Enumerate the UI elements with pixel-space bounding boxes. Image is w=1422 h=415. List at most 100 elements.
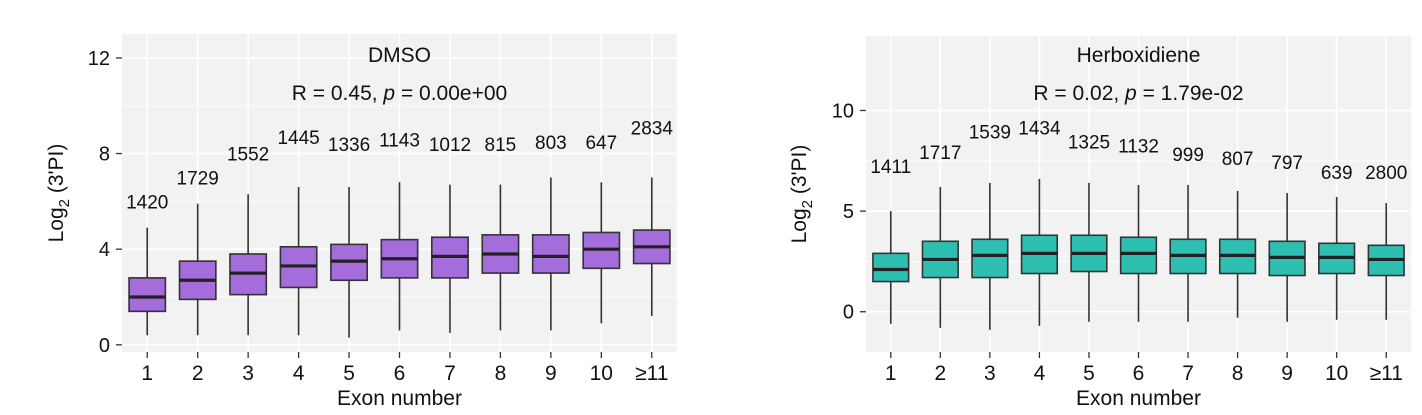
- count-label: 1434: [1018, 119, 1061, 140]
- x-tick-label: ≥11: [635, 362, 668, 385]
- count-label: 1132: [1118, 137, 1159, 158]
- count-label: 1411: [870, 157, 911, 178]
- x-tick-label: 5: [343, 362, 355, 385]
- box-5: [330, 187, 369, 338]
- count-label: 797: [1271, 153, 1303, 174]
- y-axis-label: Log2 (3'PI): [788, 145, 816, 244]
- box-9: [531, 177, 570, 331]
- count-label: 639: [1321, 163, 1353, 184]
- box-6: [380, 182, 419, 331]
- chart-subtitle: R = 0.02, p = 1.79e-02: [1033, 82, 1243, 105]
- x-tick-label: 7: [444, 362, 456, 385]
- box-2: [178, 203, 217, 336]
- box-10: [1318, 197, 1356, 320]
- count-label: 1717: [919, 143, 961, 164]
- x-tick-label: 3: [242, 362, 254, 385]
- y-tick-label: 10: [832, 100, 854, 122]
- box-3: [971, 182, 1009, 330]
- count-label: 1143: [379, 130, 420, 151]
- count-label: 2800: [1365, 163, 1407, 184]
- y-tick-label: 8: [99, 144, 110, 166]
- count-label: 1445: [277, 128, 319, 149]
- y-label-log: Log: [788, 208, 811, 243]
- box-2: [921, 186, 959, 328]
- subtitle-stat: R = 0.45,: [292, 82, 384, 105]
- chart-title: DMSO: [368, 44, 431, 67]
- box-4: [279, 187, 318, 336]
- x-axis-label: Exon number: [337, 387, 462, 410]
- x-tick-label: 4: [1034, 362, 1046, 385]
- count-label: 1420: [126, 193, 168, 214]
- chart-panel-herboxidiene: 0 5 10 1 2 3 4 5 6 7 8 9 10 ≥11 1411 1717 1539 1434 1325 11…: [788, 36, 1411, 410]
- box-≥11: [1367, 203, 1405, 320]
- x-tick-label: 9: [545, 362, 557, 385]
- count-label: 2834: [631, 118, 674, 139]
- box-1: [872, 211, 910, 324]
- box-≥11: [632, 177, 671, 317]
- box-iqr: [872, 252, 910, 283]
- box-iqr: [1119, 236, 1158, 275]
- count-label: 803: [535, 133, 567, 154]
- y-tick-label: 0: [843, 302, 854, 324]
- box-8: [481, 184, 520, 331]
- box-3: [229, 194, 268, 336]
- x-tick-label: 1: [141, 362, 153, 385]
- count-label: 1012: [429, 135, 471, 156]
- count-label: 1729: [177, 169, 219, 190]
- box-8: [1218, 190, 1257, 318]
- y-tick-label: 5: [843, 201, 854, 223]
- box-4: [1020, 178, 1059, 326]
- x-tick-label: 4: [293, 362, 305, 385]
- x-tick-label: 5: [1083, 362, 1095, 385]
- count-label: 1336: [328, 135, 370, 156]
- box-iqr: [971, 238, 1009, 279]
- x-tick-label: 7: [1182, 362, 1194, 385]
- x-tick-label: 1: [885, 362, 897, 385]
- box-iqr: [128, 277, 167, 313]
- x-tick-label: 6: [1133, 362, 1145, 385]
- x-tick-label: 8: [495, 362, 507, 385]
- y-tick-label: 0: [99, 335, 110, 357]
- subtitle-p-symbol: p: [1124, 82, 1137, 105]
- x-tick-label: 6: [394, 362, 406, 385]
- x-tick-label: 10: [1325, 362, 1348, 385]
- subtitle-p-value: = 0.00e+00: [395, 82, 507, 105]
- count-label: 1325: [1068, 133, 1110, 154]
- count-label: 1539: [969, 123, 1011, 144]
- y-tick-label: 12: [88, 48, 110, 70]
- box-7: [1169, 184, 1207, 322]
- box-1: [128, 227, 167, 336]
- box-7: [430, 184, 469, 333]
- x-tick-label: ≥11: [1370, 362, 1403, 385]
- box-iqr: [531, 234, 570, 274]
- count-label: 807: [1222, 149, 1254, 170]
- y-label-unit: (3'PI): [45, 144, 68, 199]
- chart-title: Herboxidiene: [1077, 44, 1201, 67]
- x-tick-label: 2: [934, 362, 946, 385]
- chart-subtitle: R = 0.45, p = 0.00e+00: [292, 82, 507, 105]
- box-6: [1119, 184, 1158, 322]
- x-tick-label: 9: [1281, 362, 1293, 385]
- box-5: [1070, 182, 1108, 322]
- count-label: 1552: [227, 145, 269, 166]
- subtitle-p-symbol: p: [382, 82, 395, 105]
- count-label: 999: [1172, 145, 1204, 166]
- y-label-subscript: 2: [799, 200, 816, 208]
- y-tick-label: 4: [99, 239, 110, 261]
- y-label-subscript: 2: [56, 199, 73, 207]
- subtitle-stat: R = 0.02,: [1033, 82, 1125, 105]
- count-label: 815: [485, 135, 517, 156]
- x-axis-label: Exon number: [1076, 387, 1201, 410]
- y-label-unit: (3'PI): [788, 145, 811, 200]
- y-axis-label: Log2 (3'PI): [45, 144, 73, 243]
- count-label: 647: [585, 133, 617, 154]
- x-tick-label: 3: [984, 362, 996, 385]
- subtitle-p-value: = 1.79e-02: [1137, 82, 1244, 105]
- x-tick-label: 8: [1232, 362, 1244, 385]
- x-tick-label: 2: [192, 362, 204, 385]
- box-9: [1268, 192, 1306, 322]
- box-10: [582, 182, 621, 324]
- y-label-log: Log: [45, 207, 68, 242]
